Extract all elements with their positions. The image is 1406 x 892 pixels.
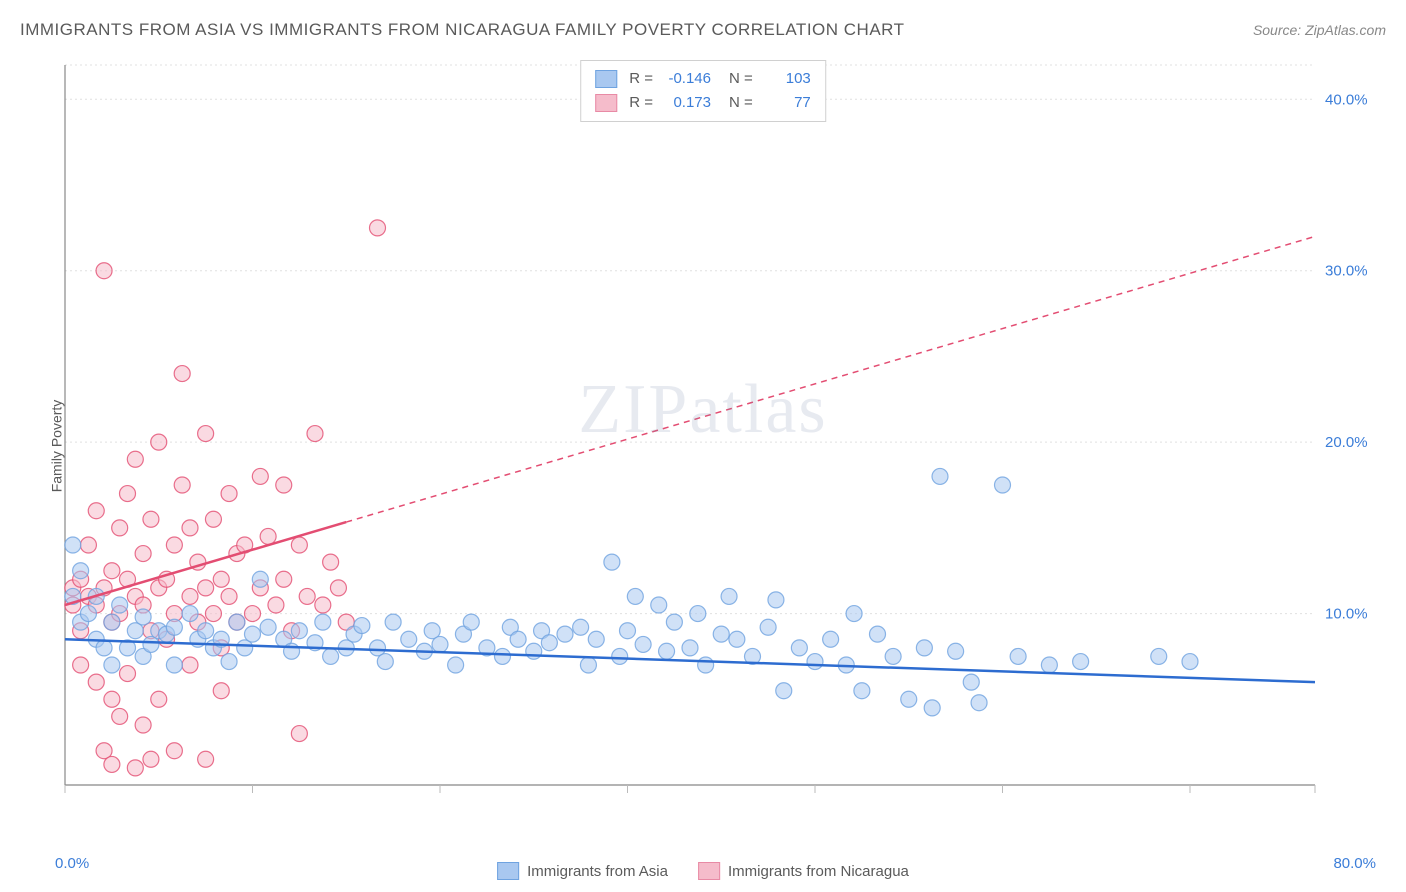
legend-correlation: R = -0.146 N = 103 R = 0.173 N = 77 xyxy=(580,60,826,122)
swatch-icon xyxy=(595,94,617,112)
legend-item-nicaragua: Immigrants from Nicaragua xyxy=(698,862,909,880)
svg-text:40.0%: 40.0% xyxy=(1325,91,1368,108)
legend-item-asia: Immigrants from Asia xyxy=(497,862,668,880)
scatter-chart: 10.0% 20.0% 30.0% 40.0% xyxy=(55,55,1375,825)
source-label: Source: ZipAtlas.com xyxy=(1253,22,1386,38)
plot-area: 10.0% 20.0% 30.0% 40.0% xyxy=(55,55,1375,825)
x-axis-max: 80.0% xyxy=(1333,855,1376,872)
svg-text:10.0%: 10.0% xyxy=(1325,606,1368,623)
swatch-icon xyxy=(595,70,617,88)
legend-row-asia: R = -0.146 N = 103 xyxy=(595,67,811,91)
swatch-icon xyxy=(698,862,720,880)
svg-text:20.0%: 20.0% xyxy=(1325,434,1368,451)
legend-series: Immigrants from Asia Immigrants from Nic… xyxy=(497,862,909,880)
legend-row-nicaragua: R = 0.173 N = 77 xyxy=(595,91,811,115)
svg-text:30.0%: 30.0% xyxy=(1325,263,1368,280)
swatch-icon xyxy=(497,862,519,880)
x-axis-min: 0.0% xyxy=(55,855,89,872)
chart-title: IMMIGRANTS FROM ASIA VS IMMIGRANTS FROM … xyxy=(20,20,905,40)
